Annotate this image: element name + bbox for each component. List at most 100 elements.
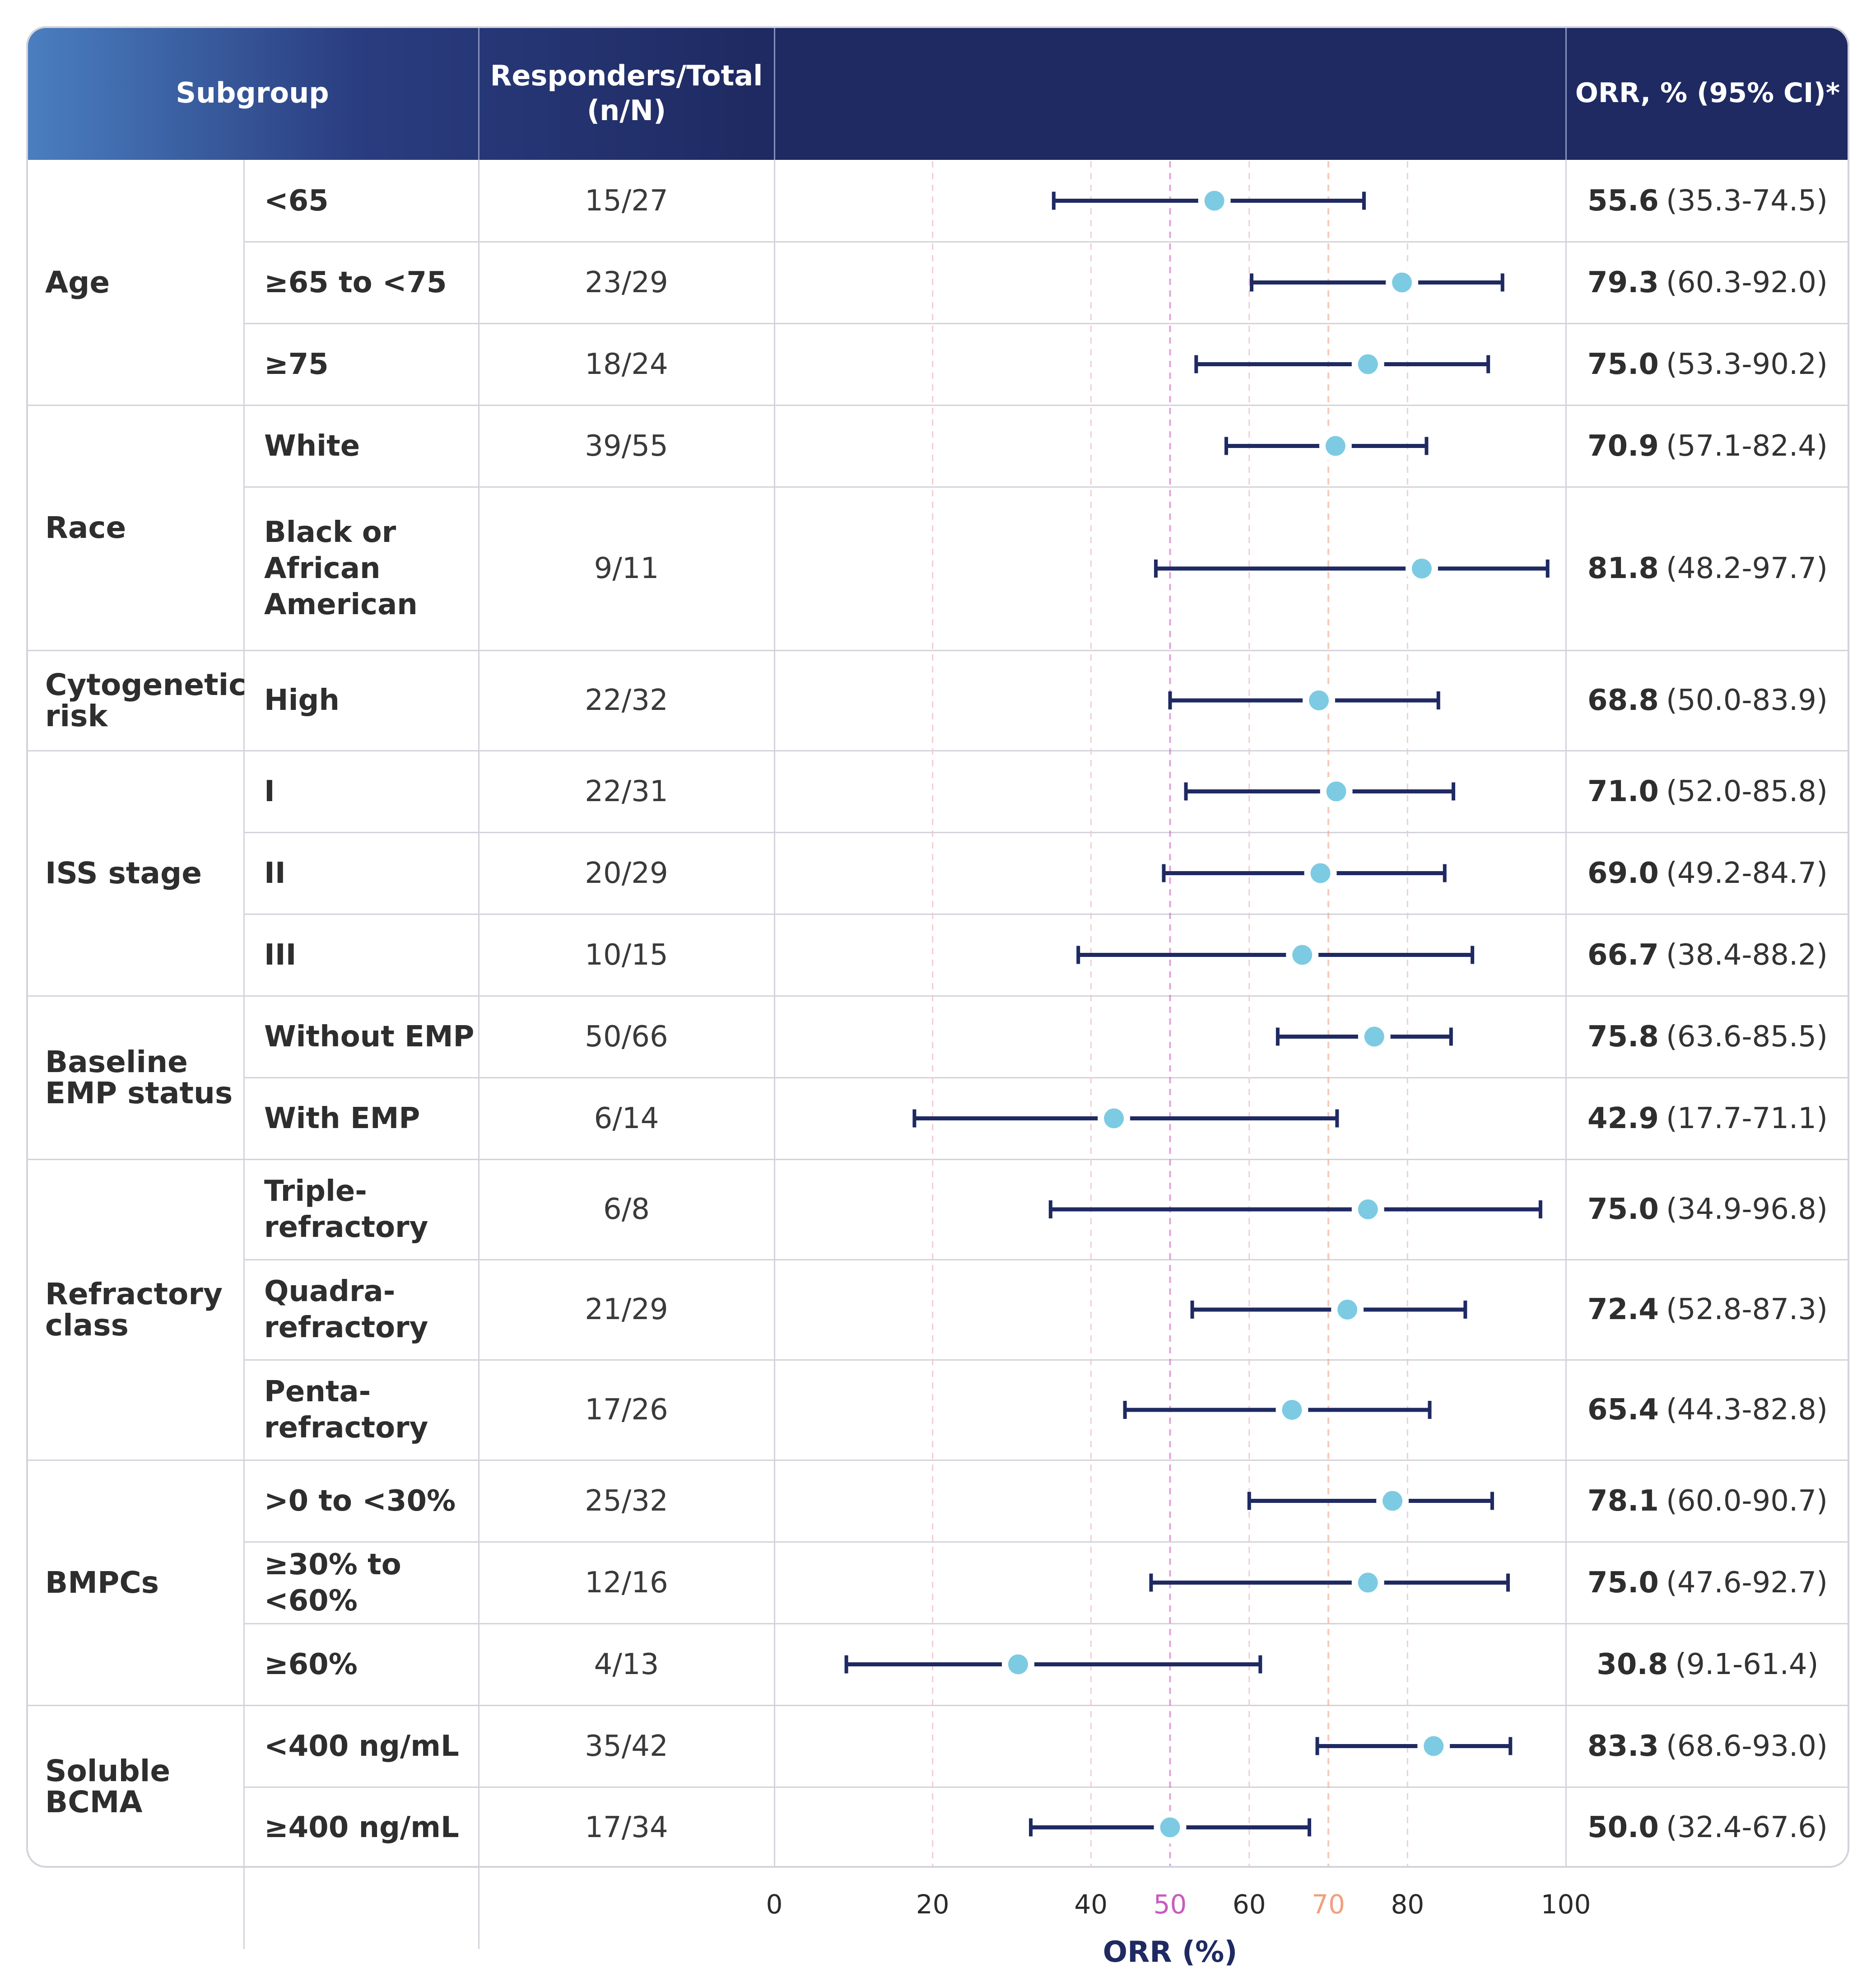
row-divider bbox=[244, 486, 1849, 488]
header-orr: ORR, % (95% CI)* bbox=[1575, 77, 1840, 109]
responders-total: 35/42 bbox=[585, 1729, 668, 1763]
subgroup-level: Without EMP bbox=[264, 1020, 475, 1054]
subgroup-level: <400 ng/mL bbox=[264, 1729, 459, 1763]
row-divider bbox=[244, 914, 1849, 915]
column-divider bbox=[1565, 160, 1567, 1868]
group-divider bbox=[26, 1705, 1849, 1706]
subgroup-level: Penta-refractory bbox=[264, 1375, 428, 1445]
header-divider bbox=[478, 26, 479, 160]
responders-total: 6/14 bbox=[594, 1101, 659, 1135]
orr-value: 42.9 (17.7-71.1) bbox=[1566, 1077, 1849, 1159]
orr-value: 68.8 (50.0-83.9) bbox=[1566, 650, 1849, 751]
responders-total: 17/34 bbox=[585, 1810, 668, 1844]
orr-ci: (38.4-88.2) bbox=[1666, 938, 1828, 972]
subgroup-level: II bbox=[264, 856, 286, 890]
header-subgroup: Subgroup bbox=[176, 76, 329, 110]
row-divider bbox=[244, 832, 1849, 833]
x-tick-label: 0 bbox=[766, 1889, 783, 1920]
orr-ci: (63.6-85.5) bbox=[1666, 1020, 1828, 1054]
header-responders: Responders/Total (n/N) bbox=[490, 59, 763, 127]
orr-point bbox=[1411, 559, 1432, 578]
orr-estimate: 50.0 bbox=[1587, 1810, 1659, 1844]
responders-total: 39/55 bbox=[585, 429, 668, 463]
subgroup-level: ≥65 to <75 bbox=[264, 266, 447, 299]
orr-value: 71.0 (52.0-85.8) bbox=[1566, 751, 1849, 832]
x-tick-label: 70 bbox=[1312, 1889, 1345, 1920]
orr-estimate: 83.3 bbox=[1587, 1729, 1659, 1763]
orr-value: 79.3 (60.3-92.0) bbox=[1566, 242, 1849, 323]
orr-ci: (60.3-92.0) bbox=[1666, 266, 1828, 299]
orr-point bbox=[1383, 1491, 1403, 1511]
orr-ci: (49.2-84.7) bbox=[1666, 856, 1828, 890]
subgroup-level: ≥75 bbox=[264, 347, 329, 381]
responders-total: 25/32 bbox=[585, 1484, 668, 1518]
orr-point bbox=[1364, 1026, 1384, 1047]
subgroup-level: High bbox=[264, 684, 340, 717]
orr-point bbox=[1008, 1654, 1028, 1674]
orr-ci: (52.8-87.3) bbox=[1666, 1293, 1828, 1326]
table-header bbox=[26, 26, 1849, 160]
responders-total: 23/29 bbox=[585, 266, 668, 299]
row-divider bbox=[244, 1077, 1849, 1078]
subgroup-level: <65 bbox=[264, 184, 329, 218]
responders-total: 50/66 bbox=[585, 1020, 668, 1054]
responders-total: 4/13 bbox=[594, 1647, 659, 1681]
orr-value: 75.8 (63.6-85.5) bbox=[1566, 996, 1849, 1077]
orr-point bbox=[1309, 690, 1329, 710]
orr-point bbox=[1326, 781, 1346, 802]
x-tick-label: 50 bbox=[1154, 1889, 1187, 1920]
orr-value: 75.0 (47.6-92.7) bbox=[1566, 1542, 1849, 1623]
group-divider bbox=[26, 405, 1849, 406]
orr-ci: (44.3-82.8) bbox=[1666, 1393, 1828, 1427]
orr-point bbox=[1104, 1108, 1124, 1129]
group-divider bbox=[26, 750, 1849, 751]
header-divider bbox=[774, 26, 775, 160]
responders-total: 10/15 bbox=[585, 938, 668, 972]
row-divider bbox=[244, 1541, 1849, 1543]
subgroup-level: With EMP bbox=[264, 1101, 420, 1135]
row-divider bbox=[244, 1786, 1849, 1788]
orr-ci: (50.0-83.9) bbox=[1666, 684, 1828, 717]
orr-estimate: 79.3 bbox=[1587, 266, 1659, 299]
orr-estimate: 68.8 bbox=[1587, 684, 1659, 717]
subgroup-level: White bbox=[264, 429, 360, 463]
group-divider bbox=[26, 1159, 1849, 1160]
orr-point bbox=[1282, 1400, 1302, 1420]
row-divider bbox=[244, 241, 1849, 243]
responders-total: 6/8 bbox=[603, 1193, 650, 1226]
subgroup-level: Black or African American bbox=[264, 516, 418, 621]
orr-value: 81.8 (48.2-97.7) bbox=[1566, 487, 1849, 650]
orr-point bbox=[1392, 272, 1412, 293]
orr-value: 55.6 (35.3-74.5) bbox=[1566, 160, 1849, 242]
subgroup-label: Race bbox=[45, 510, 126, 545]
subgroup-label: Soluble BCMA bbox=[45, 1753, 171, 1819]
subgroup-level: Quadra-refractory bbox=[264, 1275, 428, 1344]
table-frame bbox=[26, 26, 1849, 1868]
responders-total: 12/16 bbox=[585, 1566, 668, 1600]
subgroup-label: Age bbox=[45, 265, 110, 300]
orr-point bbox=[1358, 1199, 1378, 1219]
responders-total: 18/24 bbox=[585, 347, 668, 381]
responders-total: 17/26 bbox=[585, 1393, 668, 1427]
orr-estimate: 66.7 bbox=[1587, 938, 1659, 972]
subgroup-level: I bbox=[264, 774, 275, 808]
subgroup-label: ISS stage bbox=[45, 855, 202, 891]
orr-estimate: 55.6 bbox=[1587, 184, 1659, 218]
orr-estimate: 42.9 bbox=[1587, 1101, 1659, 1135]
row-divider bbox=[244, 1623, 1849, 1624]
orr-estimate: 70.9 bbox=[1587, 429, 1659, 463]
orr-value: 70.9 (57.1-82.4) bbox=[1566, 405, 1849, 487]
row-divider bbox=[244, 1259, 1849, 1260]
orr-ci: (48.2-97.7) bbox=[1666, 552, 1828, 585]
orr-point bbox=[1292, 945, 1313, 965]
orr-estimate: 75.0 bbox=[1587, 1566, 1659, 1600]
orr-estimate: 72.4 bbox=[1587, 1293, 1659, 1326]
group-divider bbox=[26, 650, 1849, 651]
orr-value: 75.0 (53.3-90.2) bbox=[1566, 323, 1849, 405]
x-tick-label: 100 bbox=[1541, 1889, 1591, 1920]
orr-estimate: 69.0 bbox=[1587, 856, 1659, 890]
orr-ci: (68.6-93.0) bbox=[1666, 1729, 1828, 1763]
orr-ci: (57.1-82.4) bbox=[1666, 429, 1828, 463]
